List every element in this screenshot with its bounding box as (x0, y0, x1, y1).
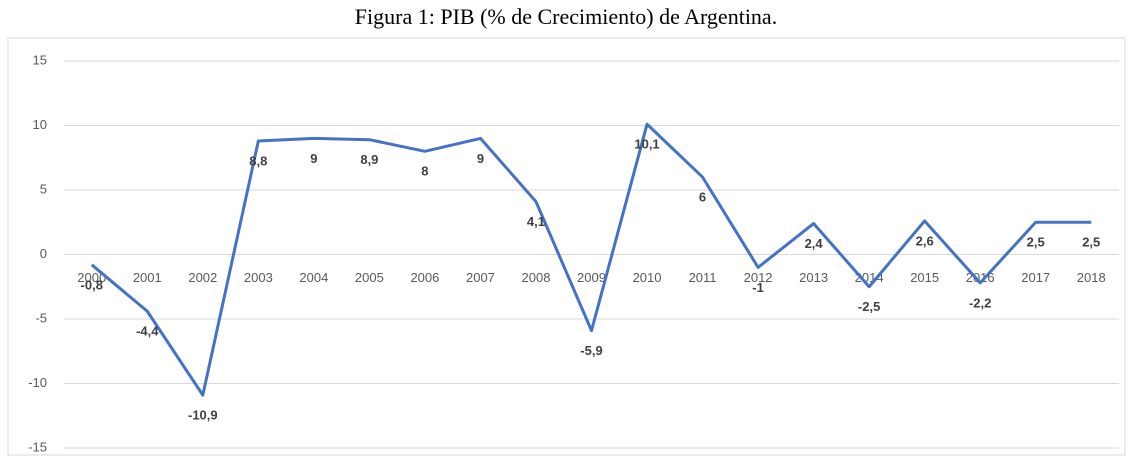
x-tick-label: 2005 (355, 270, 384, 285)
y-tick-label: 10 (33, 117, 47, 132)
data-label: 4,1 (527, 214, 545, 229)
y-tick-label: -15 (28, 439, 47, 454)
x-tick-label: 2004 (299, 270, 328, 285)
data-label: 9 (310, 151, 317, 166)
data-label: 2,5 (1027, 235, 1045, 250)
x-tick-label: 2013 (799, 270, 828, 285)
data-label: 6 (699, 190, 706, 205)
chart-title: Figura 1: PIB (% de Crecimiento) de Arge… (355, 4, 777, 29)
chart-frame (7, 37, 1126, 456)
y-tick-label: -10 (28, 375, 47, 390)
x-tick-label: 2015 (910, 270, 939, 285)
data-label: -10,9 (188, 408, 218, 423)
data-label: 2,6 (916, 233, 934, 248)
data-label: -0,8 (81, 277, 103, 292)
data-label: -5,9 (580, 343, 602, 358)
data-label: -1 (752, 280, 764, 295)
data-label: 9 (477, 151, 484, 166)
line-series (90, 122, 1092, 397)
data-label: 8,9 (360, 152, 378, 167)
y-tick-label: -5 (35, 310, 47, 325)
data-label: -2,2 (969, 295, 991, 310)
x-tick-label: 2003 (244, 270, 273, 285)
x-tick-label: 2006 (410, 270, 439, 285)
x-tick-label: 2008 (522, 270, 551, 285)
x-tick-label: 2010 (633, 270, 662, 285)
x-tick-label: 2009 (577, 270, 606, 285)
data-label: -4,4 (136, 324, 159, 339)
x-tick-label: 2011 (689, 270, 717, 285)
x-tick-label: 2012 (744, 270, 773, 285)
data-label: 8,8 (249, 153, 267, 168)
x-tick-label: 2001 (133, 270, 162, 285)
y-tick-label: 0 (40, 246, 47, 261)
y-tick-label: 15 (33, 52, 47, 67)
x-tick-label: 2017 (1021, 270, 1050, 285)
data-label: 2,5 (1082, 235, 1100, 250)
x-tick-label: 2014 (855, 270, 884, 285)
x-tick-label: 2000 (77, 270, 106, 285)
x-tick-label: 2002 (188, 270, 217, 285)
data-label: 2,4 (805, 236, 824, 251)
data-label: -2,5 (858, 299, 880, 314)
data-label: 10,1 (634, 137, 659, 152)
y-tick-label: 5 (40, 181, 47, 196)
x-tick-label: 2007 (466, 270, 495, 285)
x-tick-label: 2018 (1077, 270, 1106, 285)
data-label: 8 (421, 164, 428, 179)
